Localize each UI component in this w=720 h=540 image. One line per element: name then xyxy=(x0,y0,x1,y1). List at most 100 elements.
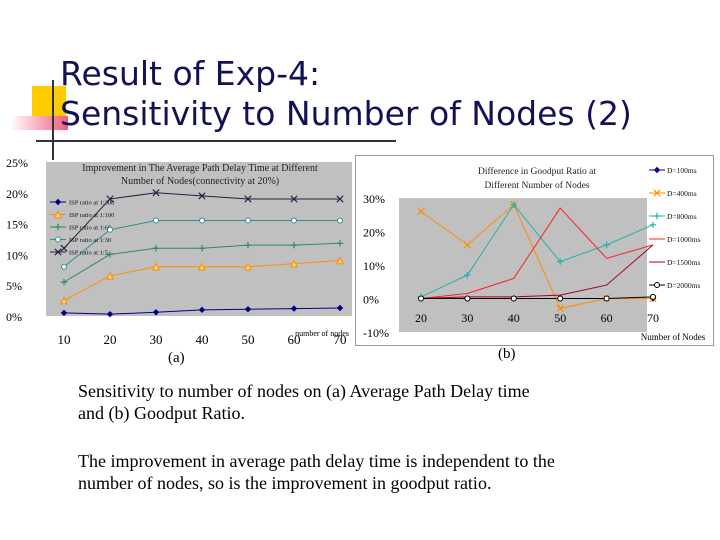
data-point xyxy=(106,195,114,203)
series-5 xyxy=(420,244,654,299)
x-tick-label: 50 xyxy=(242,332,255,347)
legend-label: ISP ratio at 1:60 xyxy=(69,225,111,232)
x-tick-label: 20 xyxy=(104,332,117,347)
legend-label: ISP ratio at 1:300 xyxy=(69,200,114,207)
data-point xyxy=(244,241,252,249)
data-point xyxy=(650,293,656,300)
data-point xyxy=(603,295,610,302)
legend-entry: D=800ms xyxy=(649,212,697,221)
x-tick-label: 50 xyxy=(554,311,566,325)
y-tick-label: 10% xyxy=(6,248,28,262)
data-point xyxy=(336,304,344,312)
data-point xyxy=(464,295,471,302)
series-line xyxy=(420,207,654,299)
chart-title-line1: Difference in Goodput Ratio at xyxy=(478,166,596,177)
legend-label: D=100ms xyxy=(667,166,697,175)
x-tick-label: 70 xyxy=(334,332,347,347)
data-point xyxy=(198,245,206,252)
series-4 xyxy=(420,207,654,299)
series-line xyxy=(421,296,654,299)
label-a: (a) xyxy=(168,350,185,366)
data-point xyxy=(417,207,425,216)
legend-entry: D=1000ms xyxy=(649,235,700,244)
y-tick-label: 20% xyxy=(6,187,28,201)
data-point xyxy=(152,189,160,197)
series-line xyxy=(420,244,654,299)
legend-marker xyxy=(653,189,661,197)
x-tick-label: 40 xyxy=(196,332,209,347)
y-tick-label: 0% xyxy=(363,293,379,307)
data-point xyxy=(291,217,297,224)
data-point xyxy=(60,309,68,317)
y-tick-label: 0% xyxy=(6,310,22,324)
x-axis-label: number of nodes xyxy=(295,329,349,338)
legend-marker xyxy=(53,210,63,219)
data-point xyxy=(290,195,298,203)
slide-title: Result of Exp-4: Sensitivity to Number o… xyxy=(60,54,632,133)
y-tick-label: 10% xyxy=(363,259,385,273)
legend-entry: ISP ratio at 1:30 xyxy=(50,236,111,244)
legend-marker xyxy=(54,223,62,231)
legend-label: ISP ratio at 1:5 xyxy=(69,250,108,257)
data-point xyxy=(106,310,114,318)
series-2 xyxy=(59,256,345,305)
series-4 xyxy=(61,217,343,270)
data-point xyxy=(152,309,160,316)
y-tick-label: 5% xyxy=(6,279,22,293)
x-tick-label: 10 xyxy=(58,332,71,347)
caption-figure: Sensitivity to number of nodes on (a) Av… xyxy=(78,381,530,423)
data-point xyxy=(105,271,115,280)
chart-title-line2: Different Number of Nodes xyxy=(484,180,589,191)
x-axis-label: Number of Nodes xyxy=(641,332,706,342)
data-point xyxy=(60,244,68,252)
legend-entry: ISP ratio at 1:60 xyxy=(50,223,111,232)
data-point xyxy=(60,278,68,286)
accent-horizontal-line xyxy=(36,140,396,142)
x-tick-label: 30 xyxy=(150,332,163,347)
data-point xyxy=(290,241,298,249)
data-point xyxy=(335,256,345,265)
data-point xyxy=(153,217,159,224)
legend-label: D=1000ms xyxy=(667,235,700,244)
data-point xyxy=(244,195,252,203)
y-tick-label: 20% xyxy=(363,226,385,240)
data-point xyxy=(336,195,344,203)
data-point xyxy=(603,241,610,249)
data-point xyxy=(152,245,160,252)
plot-area xyxy=(46,162,352,316)
data-point xyxy=(198,192,206,200)
data-point xyxy=(557,295,564,302)
data-point xyxy=(463,241,472,249)
data-point xyxy=(244,306,252,313)
legend-label: ISP ratio at 1:30 xyxy=(69,237,111,244)
legend-entry: D=1500ms xyxy=(649,258,700,267)
chart-title-line2: Number of Nodes(connectivity at 20%) xyxy=(121,176,279,187)
label-b: (b) xyxy=(498,346,516,362)
data-point xyxy=(510,201,517,208)
data-point xyxy=(107,226,113,233)
legend-label: D=1500ms xyxy=(667,258,700,267)
caption-conclusion: The improvement in average path delay ti… xyxy=(78,451,555,493)
legend-entry: D=2000ms xyxy=(649,281,700,290)
series-5 xyxy=(60,189,344,252)
data-point xyxy=(556,304,564,313)
legend-marker xyxy=(54,248,62,256)
data-point xyxy=(61,263,67,270)
legend-entry: D=100ms xyxy=(649,166,697,175)
legend-label: D=800ms xyxy=(667,212,697,221)
data-point xyxy=(199,217,205,224)
x-tick-label: 40 xyxy=(508,311,520,325)
series-line xyxy=(420,203,654,298)
data-point xyxy=(464,271,471,279)
data-point xyxy=(245,217,251,224)
legend-label: D=2000ms xyxy=(667,281,700,290)
x-tick-label: 30 xyxy=(461,311,473,325)
legend-entry: D=400ms xyxy=(649,189,697,198)
data-point xyxy=(336,240,344,247)
data-point xyxy=(649,221,657,228)
x-tick-label: 60 xyxy=(601,311,613,325)
x-tick-label: 20 xyxy=(415,311,427,325)
legend-label: ISP ratio at 1:100 xyxy=(69,212,114,219)
x-tick-label: 70 xyxy=(647,311,659,325)
y-tick-label: 30% xyxy=(363,192,385,206)
